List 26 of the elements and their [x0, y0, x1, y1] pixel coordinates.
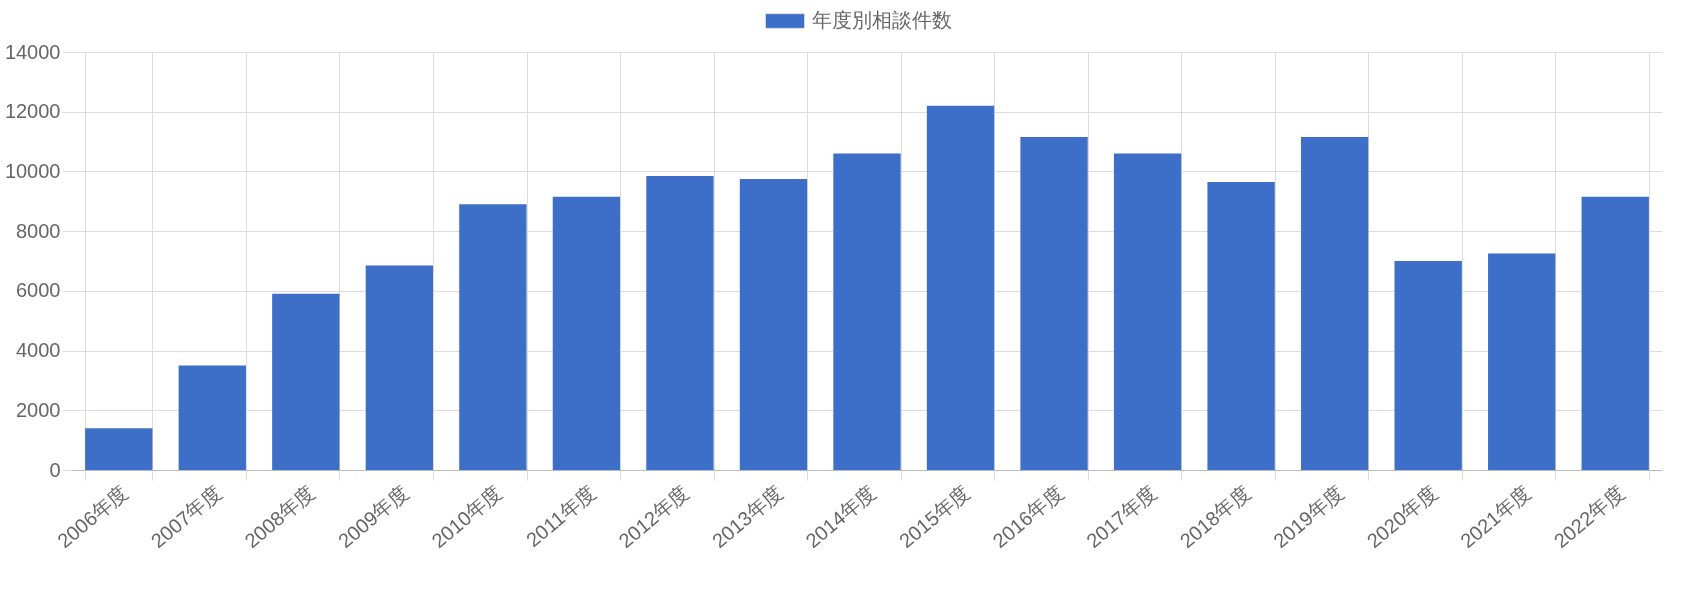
bar	[1113, 153, 1182, 470]
bar	[739, 178, 808, 470]
y-tick-label: 4000	[16, 339, 61, 362]
bar	[1488, 253, 1556, 470]
y-tick-label: 2000	[16, 398, 61, 421]
y-tick-label: 6000	[16, 279, 61, 302]
bar	[1581, 196, 1649, 470]
bar	[178, 365, 246, 470]
bar	[1207, 181, 1275, 470]
bar	[1300, 137, 1369, 470]
bar	[85, 428, 153, 470]
bar	[365, 265, 434, 470]
bar	[272, 293, 340, 470]
bar	[926, 105, 995, 470]
bar	[552, 196, 621, 470]
legend-label: 年度別相談件数	[812, 9, 952, 31]
y-tick-label: 14000	[4, 40, 61, 63]
bar	[459, 204, 527, 470]
bar	[646, 175, 714, 470]
y-tick-label: 12000	[4, 100, 61, 123]
bar	[1020, 137, 1088, 470]
y-tick-label: 8000	[16, 219, 61, 242]
y-tick-label: 0	[49, 458, 61, 481]
y-tick-label: 10000	[4, 159, 61, 182]
bar	[833, 153, 901, 470]
bar	[1394, 261, 1462, 470]
